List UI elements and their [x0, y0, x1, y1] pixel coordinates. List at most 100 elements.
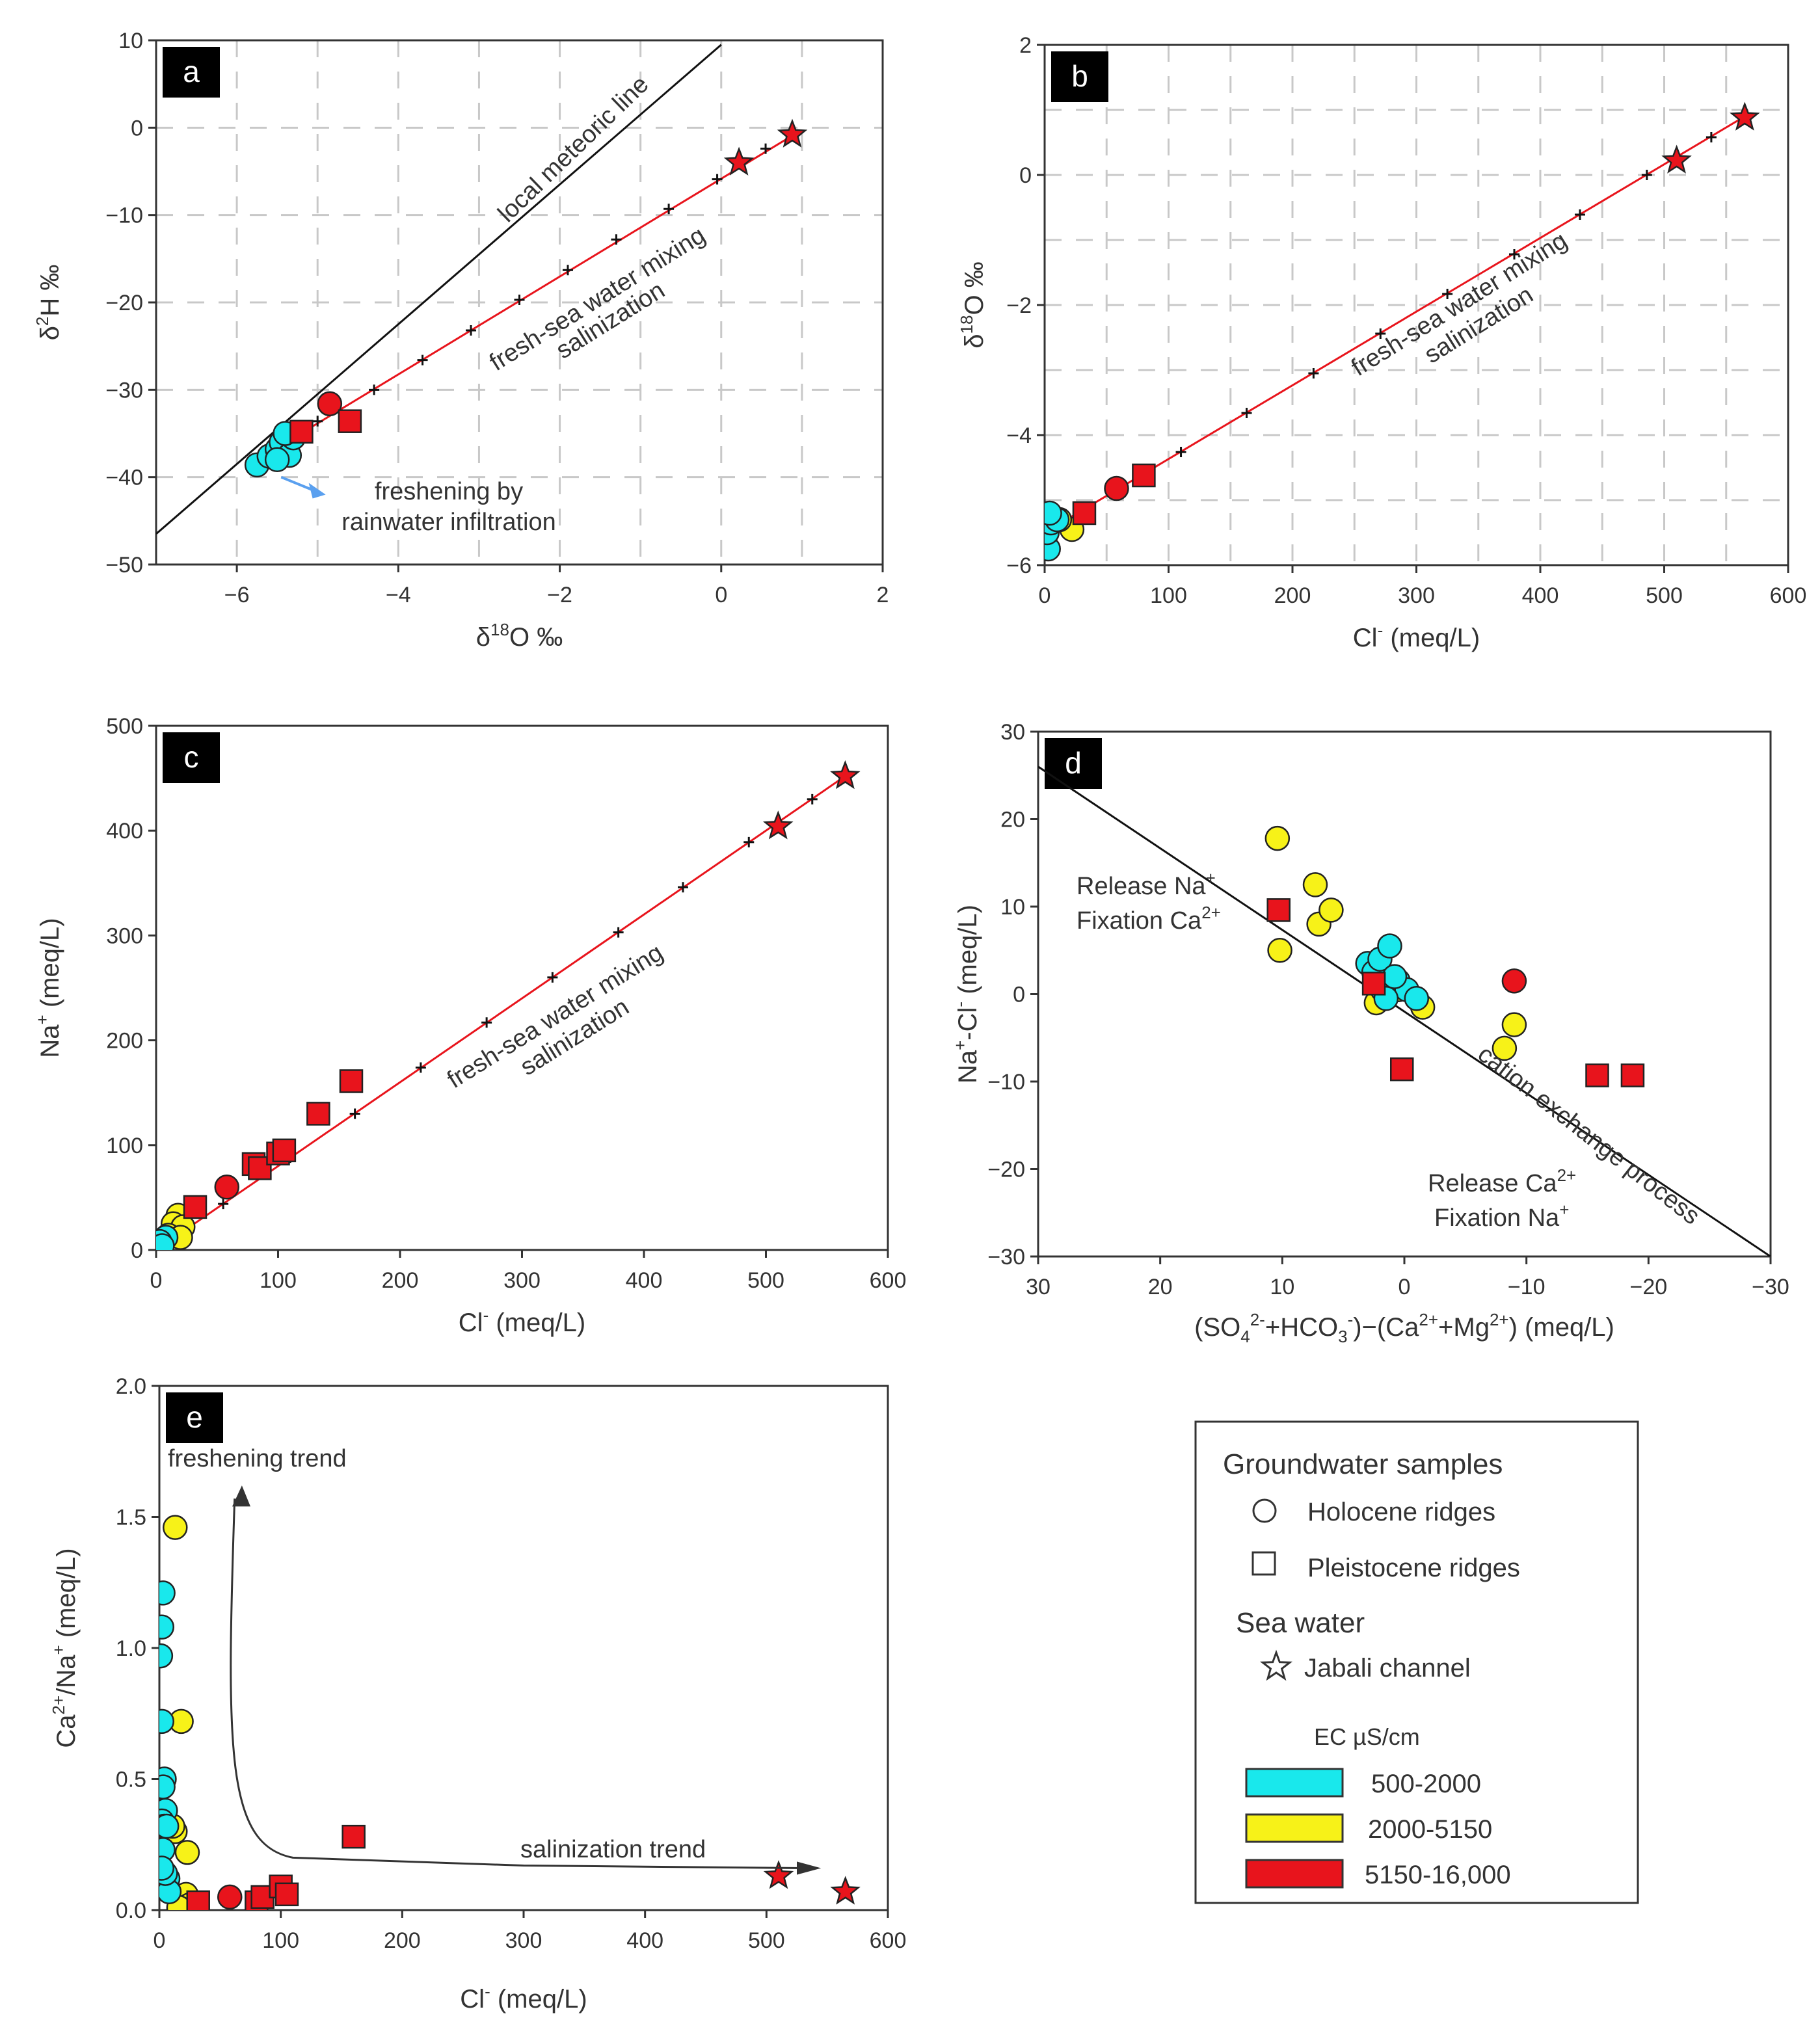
salinization-arrow-head	[797, 1861, 822, 1875]
marker-star	[1661, 144, 1692, 174]
label-text: Cl	[459, 1309, 483, 1337]
annotation-superscript: +	[1559, 1200, 1569, 1219]
panel-label: b	[1071, 59, 1088, 93]
marker-circle	[1382, 964, 1408, 989]
annotation-meteoric-line: local meteoric line	[493, 71, 654, 228]
marker-square	[274, 1882, 299, 1907]
y-tick-label: −10	[105, 204, 143, 228]
y-tick-label: −30	[105, 378, 143, 403]
y-tick-label: −40	[105, 466, 143, 490]
marker-star	[830, 760, 861, 790]
x-tick-label: 0	[1039, 583, 1051, 608]
annotation-salinization-trend: salinization trend	[520, 1836, 706, 1863]
mixing-tick-mark	[712, 174, 723, 185]
y-tick-label: 0	[1013, 983, 1025, 1007]
label-script: 4	[1240, 1327, 1250, 1346]
y-tick-label: −2	[1006, 293, 1032, 318]
freshening-arrow-head	[232, 1485, 250, 1507]
mixing-tick-mark	[1574, 209, 1585, 220]
x-tick-label: −4	[386, 583, 411, 607]
y-tick-label: −10	[987, 1070, 1025, 1095]
legend-swatch-yellow	[1245, 1813, 1344, 1843]
plot-area	[156, 44, 808, 535]
marker-circle	[1045, 500, 1062, 526]
legend-ec-5150-16000: 5150-16,000	[1365, 1861, 1511, 1889]
x-tick-label: 200	[1274, 583, 1311, 608]
mixing-tick-mark	[417, 354, 428, 365]
mixing-tick-mark	[218, 1199, 229, 1210]
meteoric-line	[156, 44, 722, 535]
label-text: (meq/L)	[488, 1309, 585, 1337]
y-tick-label: 0.0	[116, 1898, 146, 1923]
panel-d-chart: 30 20 10 0 −10 −20 −303020100−10−20−30d(SO42-+…	[950, 720, 1789, 1346]
panel-e-chart: 0 100 200 300 400 500 600 2.0 1.5 1.0 0.5 0.0 e Cl- (…	[49, 1374, 906, 2013]
mixing-tick-mark	[547, 972, 558, 983]
x-tick-label: 500	[1646, 583, 1683, 608]
mixing-tick-mark	[481, 1017, 492, 1028]
annotation-fixation-na: Fixation Na+	[1434, 1200, 1569, 1232]
mixing-tick-mark	[1241, 408, 1252, 418]
x-tick-label: 0	[1398, 1275, 1411, 1299]
legend-circle-marker	[1252, 1498, 1277, 1523]
x-tick-label: −30	[1752, 1275, 1789, 1299]
marker-star	[763, 1860, 794, 1889]
label-superscript: +	[49, 1645, 68, 1655]
y-tick-label: 200	[106, 1029, 143, 1054]
annotation-mixing-b: fresh-sea water mixing	[1346, 227, 1572, 382]
x-tick-label: 600	[1770, 583, 1807, 608]
marker-circle	[159, 1708, 174, 1734]
x-tick-label: −20	[1629, 1275, 1667, 1299]
marker-star	[723, 146, 755, 176]
panel-b-chart: 0 100 200 300 400 500 600 2 0 −2 −4 −6 b Cl- (meq/L) δ…	[957, 33, 1806, 652]
x-tick-label: 100	[262, 1928, 299, 1953]
y-tick-label: 2	[1019, 33, 1032, 58]
label-text: (meq/L)	[954, 905, 982, 1002]
legend-swatch-cyan	[1245, 1768, 1344, 1798]
x-tick-label: −6	[224, 583, 250, 607]
mixing-line	[268, 133, 795, 454]
marker-circle	[159, 1614, 174, 1640]
label-text: O ‰	[960, 261, 989, 315]
marker-circle	[159, 1643, 174, 1669]
label-script: 2+	[1419, 1310, 1438, 1329]
legend-seawater-title: Sea water	[1236, 1607, 1365, 1639]
x-tick-label: 300	[505, 1928, 542, 1953]
y-tick-label: −30	[987, 1245, 1025, 1269]
label-superscript: 18	[957, 315, 976, 334]
x-tick-label: 300	[503, 1268, 541, 1293]
trend-arrow	[230, 1498, 803, 1869]
marker-circle	[1267, 938, 1292, 963]
y-tick-label: −6	[1006, 553, 1032, 578]
panel-label-box	[1051, 51, 1108, 102]
y-tick-label: 0	[131, 1238, 143, 1263]
y-axis-label: Na+-Cl- (meq/L)	[950, 905, 982, 1083]
marker-circle	[163, 1515, 188, 1540]
marker-square	[272, 1138, 297, 1163]
label-superscript: +	[33, 1015, 52, 1024]
label-text: δ	[960, 334, 989, 348]
marker-star	[830, 1876, 861, 1905]
label-script: 3	[1338, 1327, 1347, 1346]
label-text: (meq/L)	[1383, 624, 1480, 652]
mixing-line	[1045, 115, 1746, 534]
y-axis-label: Ca2+/Na+ (meq/L)	[49, 1548, 81, 1748]
label-text: (meq/L)	[490, 1985, 587, 2013]
marker-square	[306, 1102, 330, 1126]
marker-square	[1389, 1057, 1414, 1082]
panel-label: d	[1065, 746, 1082, 780]
marker-circle	[1501, 1012, 1527, 1037]
label-superscript: 18	[490, 620, 509, 639]
y-tick-label: 10	[1000, 895, 1025, 920]
label-text: δ	[476, 623, 490, 652]
legend-holocene: Holocene ridges	[1307, 1498, 1495, 1526]
panel-label-box	[163, 47, 220, 98]
label-text: )−(Ca	[1353, 1313, 1419, 1342]
mixing-tick-mark	[807, 793, 818, 804]
marker-square	[1361, 972, 1386, 996]
y-tick-label: −50	[105, 553, 143, 578]
marker-circle	[1104, 475, 1129, 501]
annotation-release-na: Release Na+	[1077, 868, 1216, 900]
mixing-tick-mark	[349, 1108, 360, 1119]
annotation-freshening-trend: freshening trend	[168, 1445, 347, 1472]
marker-circle	[159, 1580, 176, 1606]
